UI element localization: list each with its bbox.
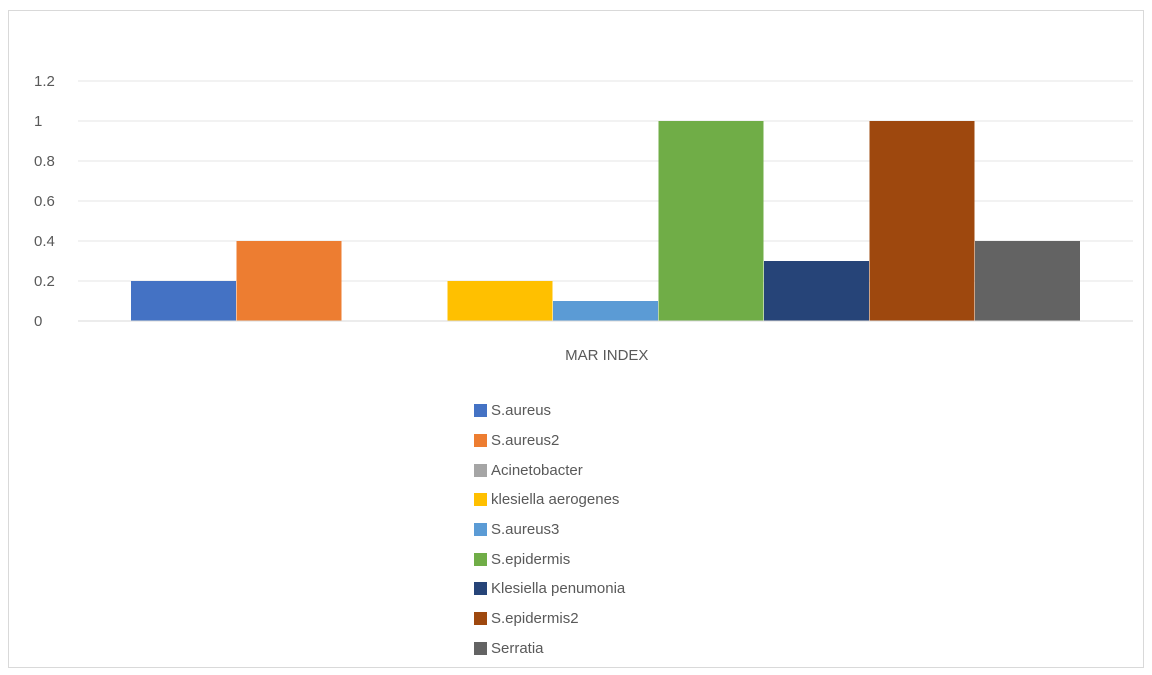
gridlines [78, 80, 1133, 282]
legend-label: S.epidermis [491, 550, 571, 568]
legend: S.aureus S.aureus2 Acinetobacter klesiella … [474, 396, 625, 663]
bar-s-aureus [131, 281, 236, 321]
bar-klesiella-penumonia [764, 261, 869, 321]
bar-klesiella-aerogenes [447, 281, 553, 321]
y-axis-tick-labels: 0 0.2 0.4 0.6 0.8 1 1.2 [34, 73, 55, 330]
y-tick-label: 0.4 [34, 233, 55, 250]
bars [131, 121, 1080, 321]
legend-item: S.epidermis2 [474, 604, 625, 634]
legend-swatch [474, 493, 487, 507]
legend-item: Serratia [474, 634, 625, 664]
legend-item: S.epidermis [474, 544, 625, 574]
y-tick-label: 0.2 [34, 273, 55, 290]
legend-item: S.aureus2 [474, 426, 625, 456]
legend-item: S.aureus3 [474, 515, 625, 545]
legend-label: S.epidermis2 [491, 610, 579, 628]
legend-label: S.aureus3 [491, 521, 560, 539]
y-tick-label: 0.6 [34, 193, 55, 210]
legend-label: Klesiella penumonia [491, 580, 626, 598]
legend-swatch [474, 612, 487, 626]
legend-swatch [474, 641, 487, 655]
legend-swatch [474, 582, 487, 596]
y-tick-label: 1 [34, 113, 42, 130]
legend-swatch [474, 434, 487, 448]
legend-label: S.aureus [491, 402, 552, 420]
legend-label: klesiella aerogenes [491, 491, 620, 509]
legend-swatch [474, 523, 487, 537]
bar-s-aureus2 [236, 241, 342, 321]
legend-item: S.aureus [474, 396, 625, 426]
legend-item: Acinetobacter [474, 455, 625, 485]
legend-label: S.aureus2 [491, 432, 560, 450]
chart-area [8, 10, 1144, 668]
legend-label: Acinetobacter [491, 461, 583, 479]
bar-serratia [975, 241, 1080, 321]
legend-item: Klesiella penumonia [474, 574, 625, 604]
bar-s-epidermis [658, 121, 764, 321]
legend-swatch [474, 552, 487, 566]
legend-label: Serratia [491, 639, 544, 657]
legend-swatch [474, 404, 487, 418]
legend-item: klesiella aerogenes [474, 485, 625, 515]
x-axis-category-label: MAR INDEX [565, 347, 648, 364]
y-tick-label: 0 [34, 313, 42, 330]
y-tick-label: 1.2 [34, 73, 55, 90]
legend-swatch [474, 463, 487, 477]
y-tick-label: 0.8 [34, 153, 55, 170]
bar-s-aureus3 [553, 301, 658, 321]
bar-s-epidermis2 [869, 121, 975, 321]
